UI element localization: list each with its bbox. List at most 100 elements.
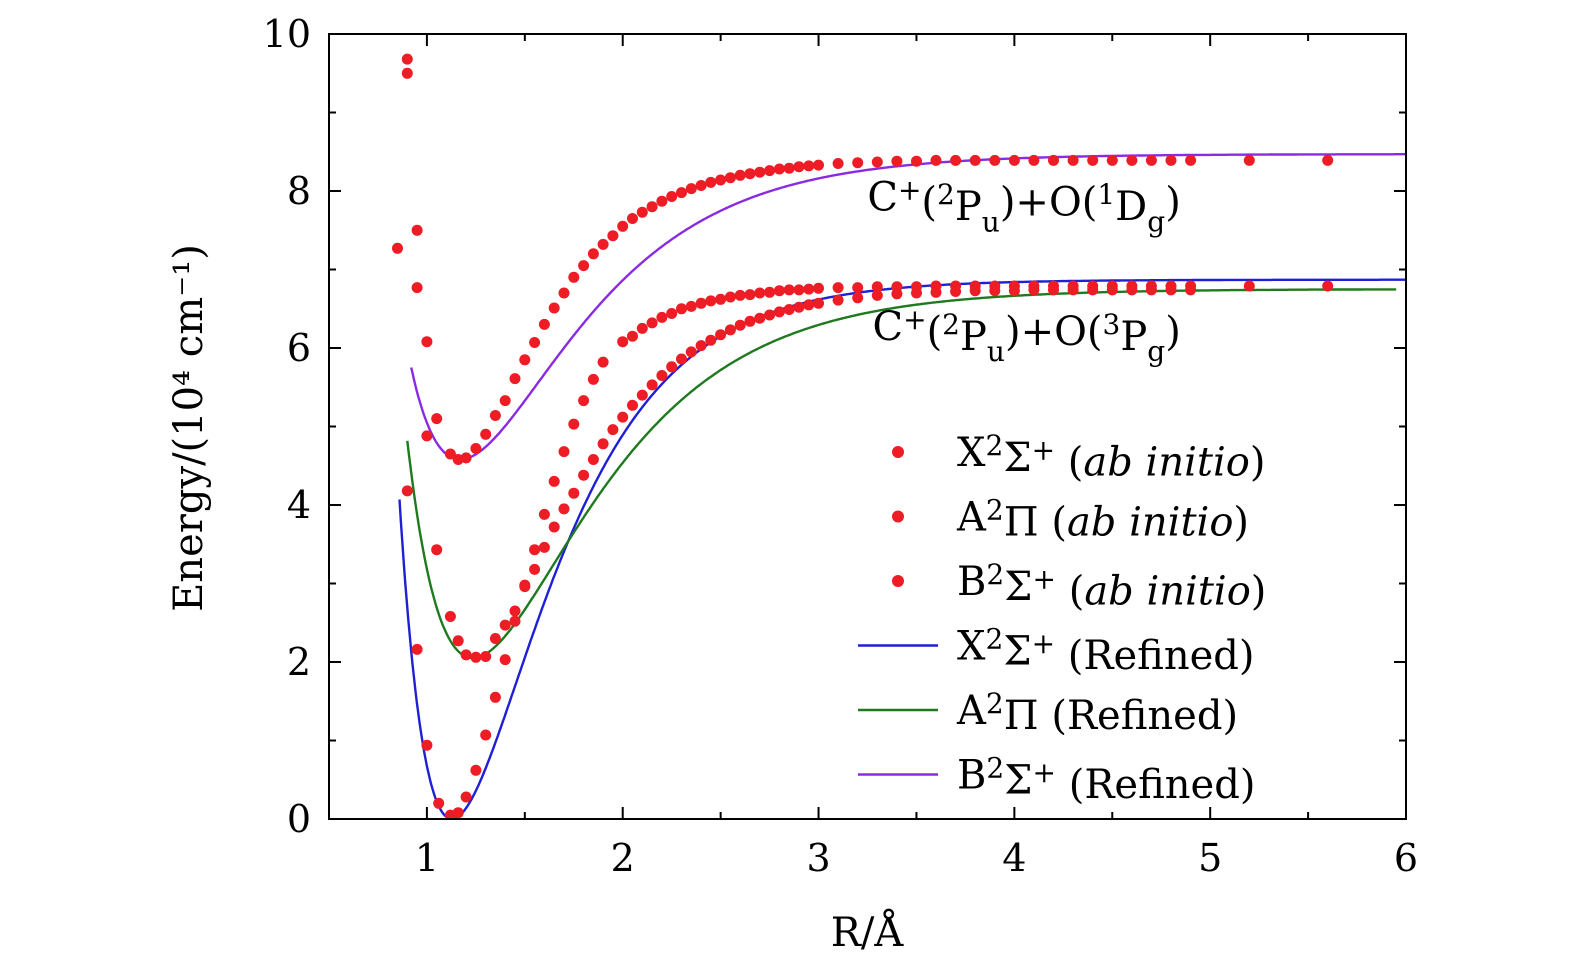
b-state-point xyxy=(950,154,962,166)
y-axis-title: Energy/(10⁴ cm⁻¹) xyxy=(166,244,212,612)
x-state-point xyxy=(421,739,433,751)
x-state-point xyxy=(617,336,629,348)
x-state-point xyxy=(433,797,445,809)
annotation-lower-asymptote: C+(2Pu)+O(3Pg) xyxy=(872,303,1180,368)
x-state-point xyxy=(529,544,541,556)
x-state-point xyxy=(587,373,599,385)
asymptote-annotations: C+(2Pu)+O(1Dg) C+(2Pu)+O(3Pg) xyxy=(867,173,1180,368)
a-state-point xyxy=(773,306,785,318)
b-state-point xyxy=(1008,154,1020,166)
b-state-point xyxy=(431,413,443,425)
b-state-point xyxy=(1322,154,1334,166)
y-tick-label: 0 xyxy=(287,797,311,841)
legend-label: X2Σ+​ (ab initio) xyxy=(957,429,1265,486)
b-state-point xyxy=(627,213,638,224)
a-state-point xyxy=(891,288,903,300)
a-state-point xyxy=(695,340,707,352)
a-state-point xyxy=(431,544,443,556)
x-state-point xyxy=(480,729,492,741)
a-state-point xyxy=(607,424,619,436)
b-state-point xyxy=(1185,154,1197,166)
x-state-refined-line xyxy=(398,278,1406,819)
legend-marker xyxy=(892,510,904,523)
a-state-point xyxy=(587,454,599,465)
b-state-point xyxy=(1067,154,1079,166)
b-state-point xyxy=(1106,154,1118,166)
b-state-point xyxy=(646,201,658,213)
legend: X2Σ+​ (ab initio) A2Π (ab initio) B2Σ+​ (a… xyxy=(858,429,1266,808)
a-state-point xyxy=(676,353,687,365)
b-state-point xyxy=(705,176,717,188)
b-state-point xyxy=(832,158,844,169)
a-state-point xyxy=(685,346,697,358)
legend-item: A2Π (Refined) xyxy=(858,687,1238,739)
b-state-point xyxy=(548,302,560,314)
legend-marker xyxy=(892,575,904,587)
x-state-point xyxy=(783,284,795,296)
a-state-point xyxy=(597,438,609,450)
b-state-point xyxy=(529,337,541,348)
x-state-point xyxy=(813,282,824,294)
a-state-point xyxy=(460,649,472,661)
b-state-point xyxy=(538,318,550,330)
a-state-point xyxy=(1067,284,1079,296)
x-state-point xyxy=(803,283,815,295)
legend-label: X2Σ+​ (Refined) xyxy=(957,622,1255,679)
legend-label: B2Σ+​ (ab initio) xyxy=(957,558,1266,615)
legend-label: B2Σ+​ (Refined) xyxy=(957,751,1255,808)
x-state-point xyxy=(734,289,746,301)
b-state-point xyxy=(734,169,746,181)
a-state-point xyxy=(499,619,511,631)
b-state-point xyxy=(695,180,707,191)
b-state-point xyxy=(578,260,590,272)
b-state-point xyxy=(911,155,922,167)
x-state-point xyxy=(676,303,687,315)
a-state-point xyxy=(617,411,629,423)
a-state-point xyxy=(1008,285,1020,297)
plot-frame xyxy=(328,33,1407,820)
b-state-point xyxy=(499,395,511,407)
x-state-point xyxy=(724,291,736,303)
x-state-point xyxy=(627,330,638,342)
x-state-point xyxy=(452,807,464,819)
x-state-point xyxy=(597,356,609,368)
x-state-point xyxy=(744,289,756,301)
b-state-point xyxy=(558,287,570,299)
x-state-point xyxy=(656,311,668,323)
a-state-point xyxy=(470,651,482,663)
a-state-point xyxy=(480,651,492,662)
b-state-point xyxy=(1165,154,1177,166)
x-tick-label: 2 xyxy=(611,836,635,880)
legend-label: A2Π (ab initio) xyxy=(956,493,1249,545)
b-state-point xyxy=(715,174,727,186)
a-state-point xyxy=(1165,284,1177,296)
a-state-point xyxy=(627,399,638,411)
b-state-point xyxy=(421,336,433,348)
b-state-point xyxy=(754,166,766,178)
x-state-point xyxy=(548,475,560,487)
a-state-point xyxy=(950,286,962,297)
b-state-point xyxy=(656,195,668,207)
b-state-point xyxy=(411,224,423,236)
a-state-point xyxy=(1126,284,1138,296)
a-state-point xyxy=(989,285,1001,297)
refined-curves xyxy=(398,152,1406,819)
x-state-point xyxy=(489,691,501,703)
a-state-point xyxy=(1087,284,1099,296)
x-state-point xyxy=(568,418,580,430)
x-state-point xyxy=(852,282,864,294)
b-state-point xyxy=(617,220,629,232)
x-state-point xyxy=(764,286,776,298)
b-state-point xyxy=(1048,154,1059,166)
a-state-point xyxy=(871,289,883,301)
a-state-point xyxy=(509,605,521,617)
y-tick-label: 10 xyxy=(263,12,311,56)
legend-marker xyxy=(892,446,904,458)
x-state-point xyxy=(793,284,805,296)
b-state-point xyxy=(989,154,1001,166)
x-axis-title: R/Å xyxy=(831,909,905,956)
b-state-point xyxy=(480,428,492,440)
a-state-point xyxy=(666,361,678,373)
b-state-point xyxy=(607,230,619,242)
a-state-point xyxy=(444,611,456,622)
